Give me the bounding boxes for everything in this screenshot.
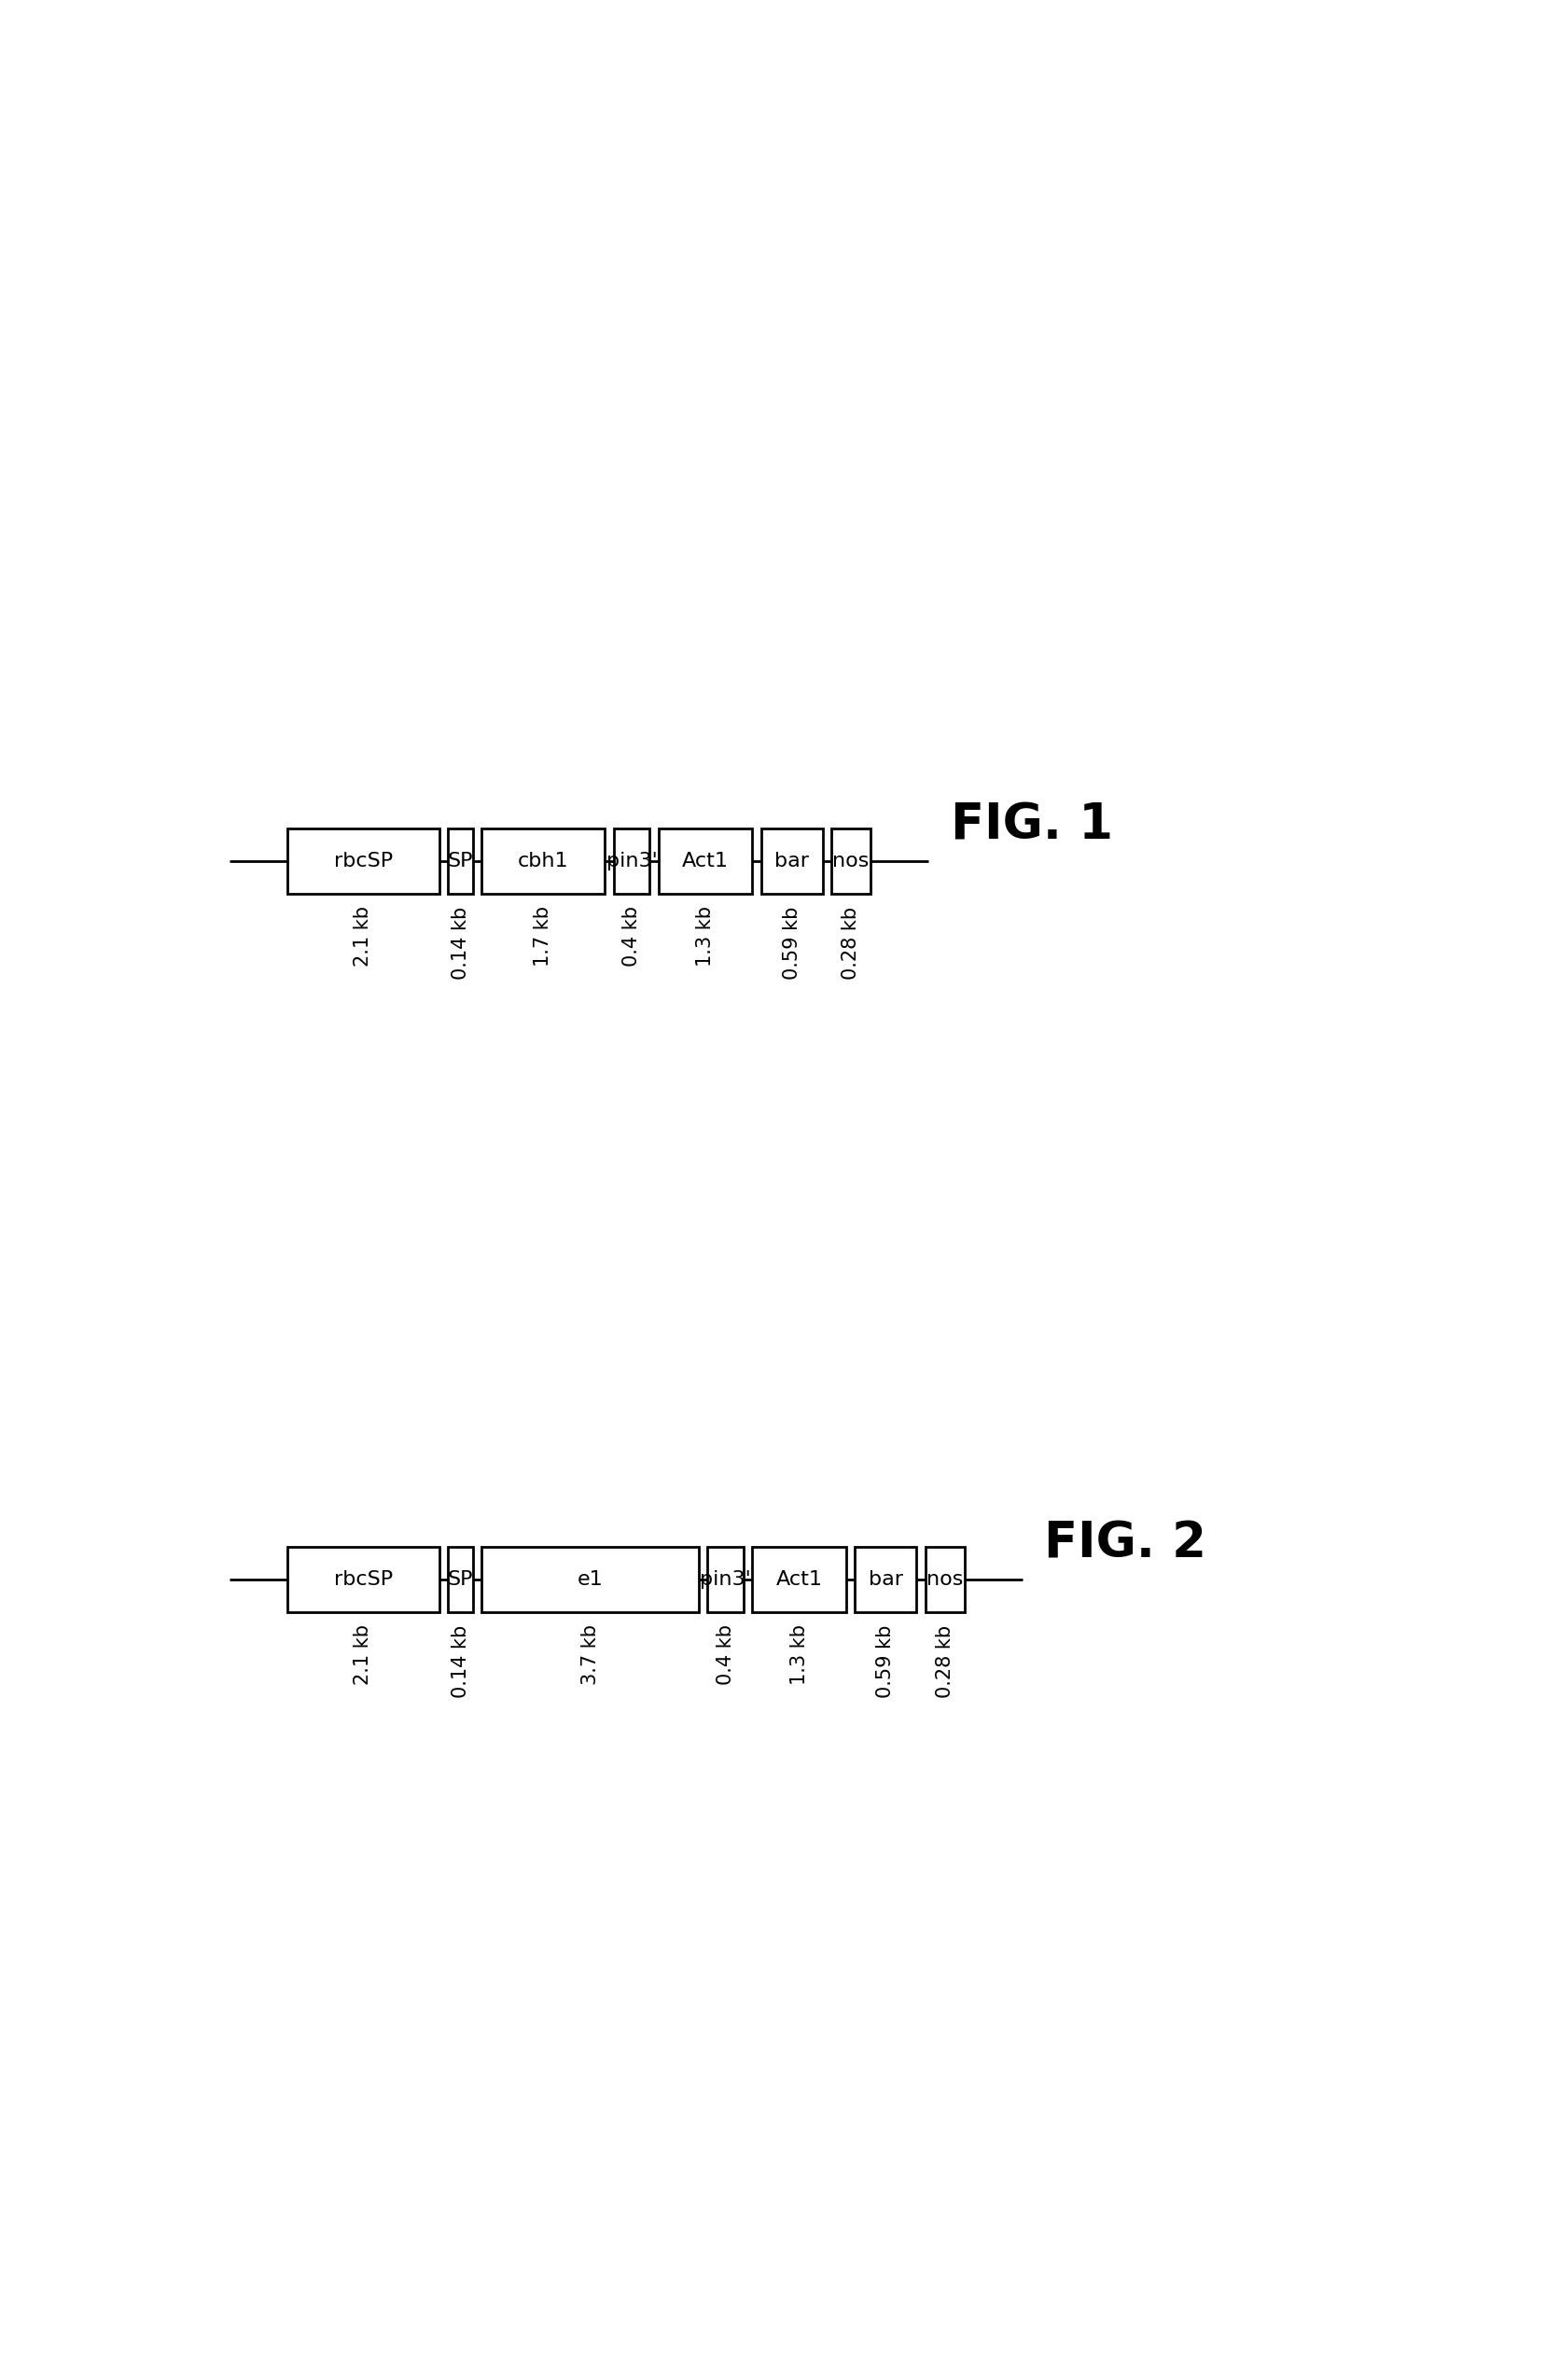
- Bar: [482, 1547, 699, 1611]
- Text: Act1: Act1: [776, 1571, 822, 1590]
- Text: bar: bar: [867, 1571, 903, 1590]
- Bar: [659, 828, 751, 892]
- Text: 2.1 kb: 2.1 kb: [354, 907, 373, 966]
- Text: 0.28 kb: 0.28 kb: [935, 1626, 954, 1697]
- Text: 0.59 kb: 0.59 kb: [782, 907, 801, 981]
- Text: 0.28 kb: 0.28 kb: [841, 907, 860, 978]
- Bar: [830, 828, 870, 892]
- Text: 1.3 kb: 1.3 kb: [696, 907, 714, 966]
- Text: 0.14 kb: 0.14 kb: [451, 907, 470, 978]
- Text: FIG. 2: FIG. 2: [1044, 1518, 1206, 1568]
- Text: 3.7 kb: 3.7 kb: [581, 1626, 600, 1685]
- Text: Act1: Act1: [682, 852, 728, 871]
- Text: FIG. 1: FIG. 1: [949, 800, 1112, 850]
- Text: 1.7 kb: 1.7 kb: [533, 907, 552, 966]
- Text: 0.14 kb: 0.14 kb: [451, 1626, 470, 1697]
- Text: e1: e1: [577, 1571, 603, 1590]
- Bar: [707, 1547, 744, 1611]
- Text: pin3': pin3': [700, 1571, 751, 1590]
- Text: nos: nos: [832, 852, 869, 871]
- Bar: [448, 1547, 473, 1611]
- Bar: [288, 1547, 439, 1611]
- Bar: [614, 828, 649, 892]
- Text: 0.4 kb: 0.4 kb: [621, 907, 640, 966]
- Text: nos: nos: [926, 1571, 963, 1590]
- Bar: [448, 828, 473, 892]
- Text: 1.3 kb: 1.3 kb: [790, 1626, 809, 1685]
- Text: SP: SP: [447, 852, 473, 871]
- Bar: [761, 828, 822, 892]
- Text: cbh1: cbh1: [518, 852, 569, 871]
- Text: 2.1 kb: 2.1 kb: [354, 1626, 373, 1685]
- Bar: [925, 1547, 965, 1611]
- Text: 0.4 kb: 0.4 kb: [716, 1626, 734, 1685]
- Text: rbcSP: rbcSP: [334, 1571, 393, 1590]
- Text: rbcSP: rbcSP: [334, 852, 393, 871]
- Bar: [482, 828, 604, 892]
- Text: SP: SP: [447, 1571, 473, 1590]
- Text: pin3': pin3': [606, 852, 657, 871]
- Bar: [751, 1547, 846, 1611]
- Text: bar: bar: [775, 852, 809, 871]
- Bar: [855, 1547, 915, 1611]
- Bar: [288, 828, 439, 892]
- Text: 0.59 kb: 0.59 kb: [877, 1626, 895, 1697]
